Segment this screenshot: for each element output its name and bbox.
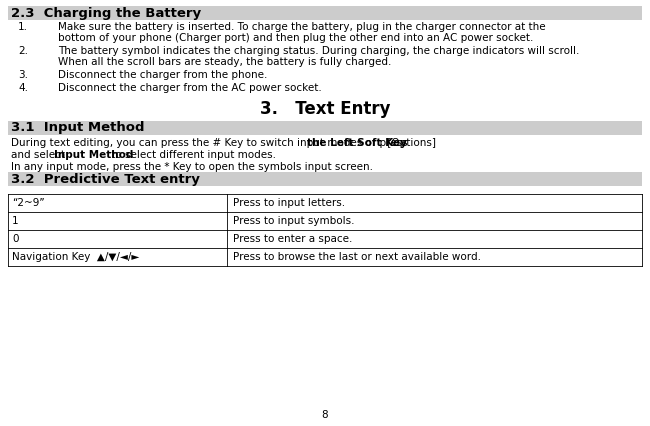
Text: Press to input symbols.: Press to input symbols. <box>233 216 354 226</box>
Text: and select: and select <box>11 150 68 160</box>
Text: Make sure the battery is inserted. To charge the battery, plug in the charger co: Make sure the battery is inserted. To ch… <box>58 22 545 32</box>
Text: Press to browse the last or next available word.: Press to browse the last or next availab… <box>233 252 481 262</box>
Text: 0: 0 <box>12 234 18 244</box>
Bar <box>8 172 642 186</box>
Text: The battery symbol indicates the charging status. During charging, the charge in: The battery symbol indicates the chargin… <box>58 46 579 56</box>
Text: 1.: 1. <box>18 22 28 32</box>
Text: 3.: 3. <box>18 70 28 80</box>
Text: Navigation Key  ▲/▼/◄/►: Navigation Key ▲/▼/◄/► <box>12 252 139 262</box>
Text: 8: 8 <box>322 410 328 420</box>
Text: [Options]: [Options] <box>384 138 436 148</box>
Text: 1: 1 <box>12 216 19 226</box>
Text: Disconnect the charger from the phone.: Disconnect the charger from the phone. <box>58 70 267 80</box>
Text: “2~9”: “2~9” <box>12 198 45 208</box>
Text: to select different input modes.: to select different input modes. <box>108 150 276 160</box>
Text: Disconnect the charger from the AC power socket.: Disconnect the charger from the AC power… <box>58 83 322 93</box>
Bar <box>8 6 642 20</box>
Text: the Left Soft Key: the Left Soft Key <box>307 138 408 148</box>
Text: Input Method: Input Method <box>54 150 133 160</box>
Text: 3.1  Input Method: 3.1 Input Method <box>11 121 144 135</box>
Text: During text editing, you can press the # Key to switch input modes or press: During text editing, you can press the #… <box>11 138 411 148</box>
Bar <box>8 121 642 135</box>
Text: bottom of your phone (Charger port) and then plug the other end into an AC power: bottom of your phone (Charger port) and … <box>58 33 534 43</box>
Text: Press to enter a space.: Press to enter a space. <box>233 234 352 244</box>
Text: When all the scroll bars are steady, the battery is fully charged.: When all the scroll bars are steady, the… <box>58 57 391 67</box>
Text: 2.3  Charging the Battery: 2.3 Charging the Battery <box>11 6 201 20</box>
Text: 4.: 4. <box>18 83 28 93</box>
Text: Press to input letters.: Press to input letters. <box>233 198 345 208</box>
Text: In any input mode, press the * Key to open the symbols input screen.: In any input mode, press the * Key to op… <box>11 162 373 172</box>
Text: 2.: 2. <box>18 46 28 56</box>
Text: 3.2  Predictive Text entry: 3.2 Predictive Text entry <box>11 173 200 185</box>
Text: 3.   Text Entry: 3. Text Entry <box>260 100 390 118</box>
